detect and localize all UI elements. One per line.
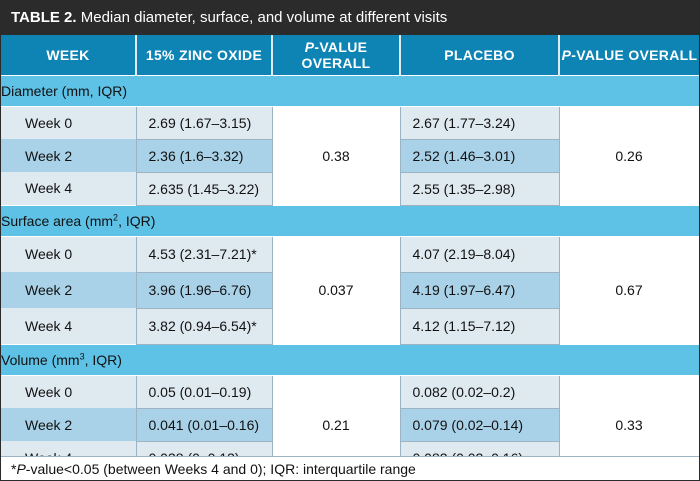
placebo-cell: 4.07 (2.19–8.04) xyxy=(399,235,560,273)
p-value-placebo: 0.67 xyxy=(558,236,699,344)
placebo-cell: 0.082 (0.02–0.2) xyxy=(399,374,560,409)
zinc-cell: 2.36 (1.6–3.32) xyxy=(135,138,273,173)
week-cell: Week 0 xyxy=(1,236,136,272)
placebo-cell: 4.19 (1.97–6.47) xyxy=(399,271,560,309)
header-p-value-zinc: P-VALUE OVERALL xyxy=(271,35,400,75)
placebo-cell: 4.12 (1.15–7.12) xyxy=(399,307,560,345)
week-cell: Week 2 xyxy=(1,272,136,308)
zinc-cell: 0.041 (0.01–0.16) xyxy=(135,407,273,442)
table-row: Week 2 3.96 (1.96–6.76) 4.19 (1.97–6.47) xyxy=(1,271,699,309)
placebo-cell: 2.67 (1.77–3.24) xyxy=(399,105,560,140)
section-label: Surface area (mm2, IQR) xyxy=(1,204,699,237)
zinc-cell: 3.82 (0.94–6.54)* xyxy=(135,307,273,345)
table-row: Week 0 2.69 (1.67–3.15) 0.38 2.67 (1.77–… xyxy=(1,105,699,205)
header-week: WEEK xyxy=(1,35,136,75)
zinc-cell: 2.69 (1.67–3.15) xyxy=(135,105,273,140)
table-row: Week 4 3.82 (0.94–6.54)* 4.12 (1.15–7.12… xyxy=(1,307,699,345)
header-zinc-oxide: 15% ZINC OXIDE xyxy=(135,35,272,75)
zinc-cell: 0.05 (0.01–0.19) xyxy=(135,374,273,409)
header-row: WEEK 15% ZINC OXIDE P-VALUE OVERALL PLAC… xyxy=(1,35,699,75)
table-number: TABLE 2. xyxy=(11,9,77,26)
table-title: TABLE 2. Median diameter, surface, and v… xyxy=(1,1,699,35)
p-value-placebo: 0.26 xyxy=(558,106,699,205)
week-cell: Week 2 xyxy=(1,139,136,172)
results-table: WEEK 15% ZINC OXIDE P-VALUE OVERALL PLAC… xyxy=(1,35,699,475)
zinc-cell: 2.635 (1.45–3.22) xyxy=(135,171,273,206)
table-row: Week 4 2.635 (1.45–3.22) 2.55 (1.35–2.98… xyxy=(1,171,699,206)
table-footnote: *P-value<0.05 (between Weeks 4 and 0); I… xyxy=(1,456,699,480)
placebo-cell: 2.52 (1.46–3.01) xyxy=(399,138,560,173)
week-cell: Week 0 xyxy=(1,106,136,139)
table-row: Week 2 0.041 (0.01–0.16) 0.079 (0.02–0.1… xyxy=(1,407,699,442)
zinc-cell: 4.53 (2.31–7.21)* xyxy=(135,235,273,273)
week-cell: Week 2 xyxy=(1,408,136,441)
section-label: Volume (mm3, IQR) xyxy=(1,343,699,376)
week-cell: Week 4 xyxy=(1,308,136,344)
section-label: Diameter (mm, IQR) xyxy=(1,74,699,107)
p-value-zinc: 0.037 xyxy=(271,236,401,344)
placebo-cell: 2.55 (1.35–2.98) xyxy=(399,171,560,206)
placebo-cell: 0.079 (0.02–0.14) xyxy=(399,407,560,442)
section-volume: Volume (mm3, IQR) xyxy=(1,343,699,376)
p-value-zinc: 0.38 xyxy=(271,106,401,205)
section-diameter: Diameter (mm, IQR) xyxy=(1,74,699,107)
header-p-value-placebo: P-VALUE OVERALL xyxy=(558,35,699,75)
week-cell: Week 4 xyxy=(1,172,136,205)
section-surface-area: Surface area (mm2, IQR) xyxy=(1,204,699,237)
table-caption: Median diameter, surface, and volume at … xyxy=(80,9,448,26)
header-placebo: PLACEBO xyxy=(399,35,559,75)
zinc-cell: 3.96 (1.96–6.76) xyxy=(135,271,273,309)
table-row: Week 0 0.05 (0.01–0.19) 0.21 0.082 (0.02… xyxy=(1,374,699,474)
table-row: Week 2 2.36 (1.6–3.32) 2.52 (1.46–3.01) xyxy=(1,138,699,173)
table-row: Week 0 4.53 (2.31–7.21)* 0.037 4.07 (2.1… xyxy=(1,235,699,344)
week-cell: Week 0 xyxy=(1,375,136,408)
